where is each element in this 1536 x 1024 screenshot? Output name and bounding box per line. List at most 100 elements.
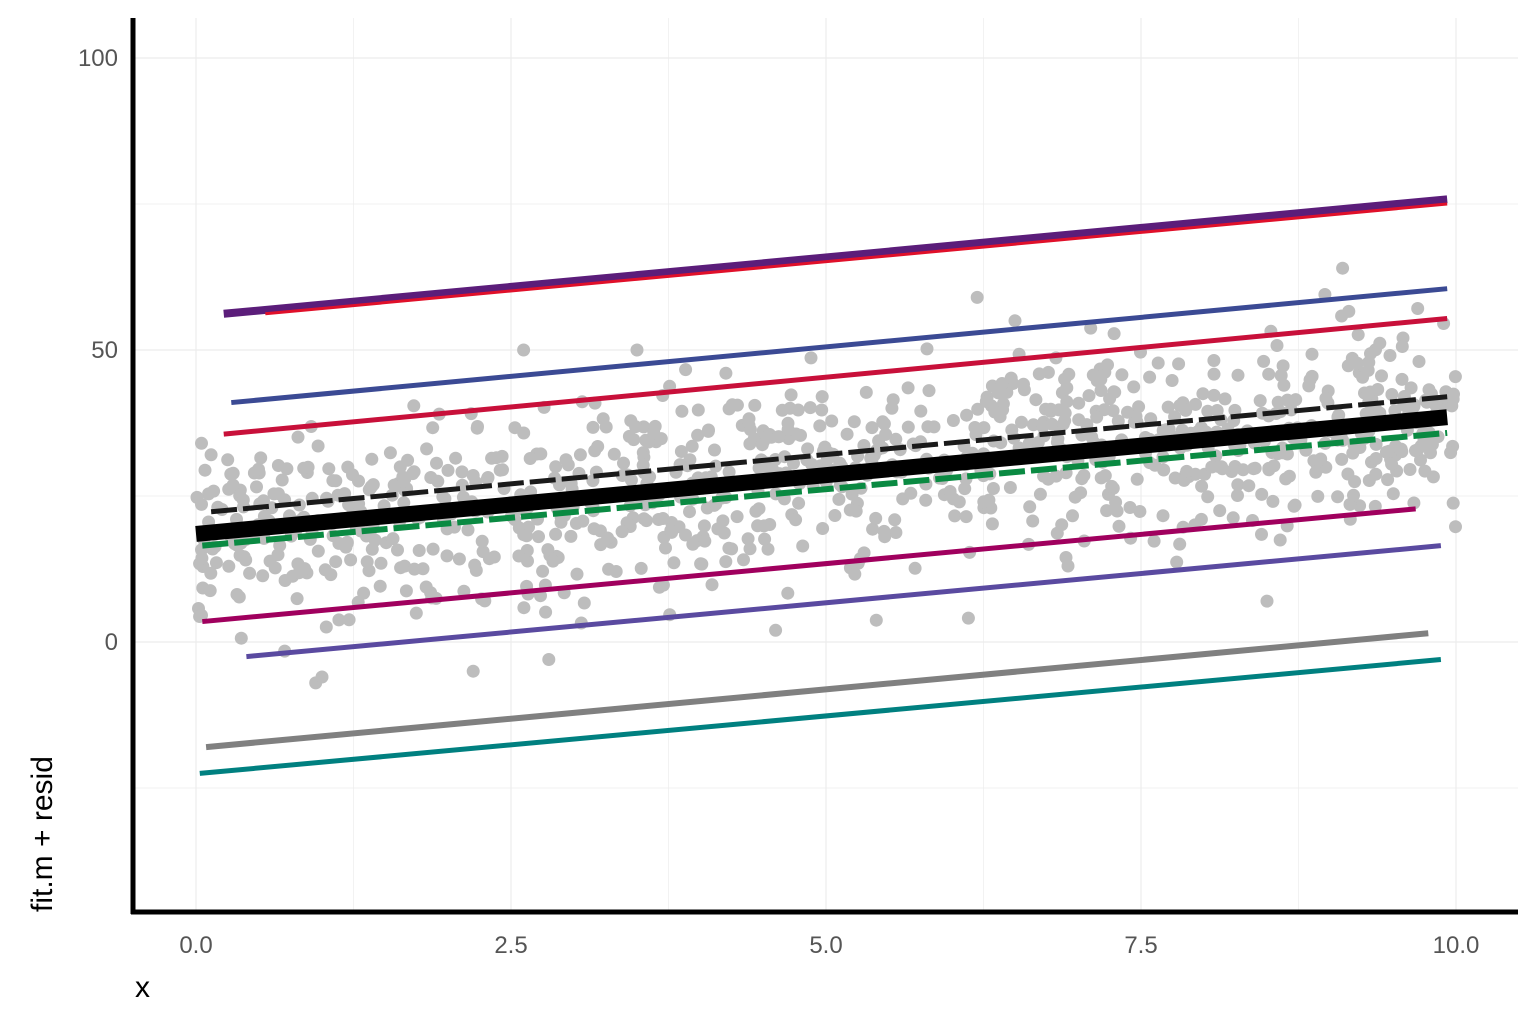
scatter-point (960, 408, 974, 422)
scatter-point (683, 505, 696, 519)
scatter-point (1105, 479, 1119, 493)
scatter-point (683, 453, 697, 467)
scatter-point (1173, 399, 1187, 412)
scatter-point (927, 420, 941, 434)
scatter-point (387, 478, 401, 492)
scatter-point (542, 653, 556, 666)
scatter-point (985, 517, 999, 531)
scatter-point (549, 460, 563, 474)
scatter-point (889, 526, 903, 539)
scatter-point (1288, 498, 1302, 512)
scatter-point (250, 480, 263, 494)
scatter-point (1023, 500, 1037, 514)
scatter-point (1364, 347, 1377, 361)
scatter-point (1127, 380, 1141, 394)
scatter-point (1123, 501, 1137, 514)
scatter-point (1412, 355, 1426, 368)
scatter-point (1215, 462, 1229, 476)
scatter-point (1226, 511, 1240, 525)
scatter-point (399, 584, 413, 598)
scatter-point (1143, 370, 1157, 384)
scatter-point (273, 539, 287, 552)
scatter-point (1147, 534, 1161, 548)
scatter-point (539, 605, 553, 619)
scatter-point (1255, 487, 1269, 501)
scatter-point (440, 549, 454, 563)
scatter-point (816, 522, 830, 535)
scatter-point (329, 474, 343, 488)
scatter-point (781, 423, 795, 436)
scatter-point (730, 510, 744, 524)
scatter-point (1395, 372, 1409, 386)
fit-line (231, 286, 1448, 406)
scatter-point (1426, 470, 1440, 484)
scatter-point (391, 543, 404, 557)
scatter-point (708, 443, 721, 457)
scatter-point (1411, 302, 1425, 315)
scatter-point (1446, 496, 1460, 510)
scatter-point (549, 527, 563, 541)
scatter-point (546, 554, 560, 568)
scatter-point (1386, 487, 1400, 501)
scatter-point (705, 578, 719, 592)
scatter-point (204, 566, 218, 580)
scatter-point (617, 456, 630, 470)
scatter-point (468, 558, 482, 572)
scatter-point (1353, 499, 1367, 513)
x-tick-label: 2.5 (494, 932, 527, 959)
scatter-point (517, 601, 531, 615)
scatter-point (1156, 509, 1170, 523)
scatter-point (374, 556, 388, 570)
scatter-point (1056, 417, 1070, 431)
scatter-point (1305, 347, 1319, 361)
scatter-point (1072, 396, 1086, 410)
scatter-point (988, 405, 1002, 419)
scatter-point (1274, 369, 1288, 382)
scatter-point (1270, 339, 1284, 352)
scatter-point (1159, 423, 1173, 437)
scatter-point (1277, 378, 1291, 392)
scatter-point (877, 524, 891, 538)
scatter-point (636, 458, 650, 472)
scatter-point (257, 494, 270, 508)
scatter-point (959, 510, 973, 524)
scatter-point (520, 529, 534, 543)
scatter-point (804, 351, 818, 365)
scatter-point (386, 532, 400, 546)
scatter-point (697, 519, 711, 533)
scatter-point (207, 484, 221, 498)
tick-labels: 0.0 2.5 5.0 7.5 10.0 0 50 100 (78, 45, 1479, 959)
scatter-point (1231, 478, 1245, 492)
scatter-point (475, 534, 489, 548)
scatter-point (908, 561, 922, 575)
scatter-point (1369, 452, 1383, 465)
fit-line (223, 315, 1448, 437)
scatter-point (1151, 356, 1165, 370)
fit-line (205, 630, 1429, 751)
scatter-point (601, 531, 615, 545)
scatter-point (222, 482, 236, 496)
scatter-point (573, 448, 587, 462)
scatter-point (751, 519, 765, 533)
scatter-point (1375, 369, 1388, 383)
scatter-point (634, 561, 648, 575)
scatter-point (832, 492, 846, 506)
scatter-point (607, 447, 621, 461)
scatter-point (401, 453, 415, 467)
scatter-point (639, 514, 653, 528)
scatter-point (1068, 490, 1082, 504)
scatter-point (1196, 387, 1210, 401)
scatter-point (667, 556, 681, 570)
scatter-point (1041, 472, 1055, 486)
scatter-point (996, 397, 1010, 411)
scatter-point (791, 403, 805, 417)
scatter-point (315, 670, 329, 684)
scatter-point (864, 451, 878, 465)
scatter-point (815, 403, 829, 417)
scatter-point (409, 606, 423, 620)
scatter-point (1266, 494, 1280, 508)
scatter-point (203, 584, 217, 598)
scatter-point (1017, 383, 1031, 397)
scatter-point (1309, 465, 1323, 479)
